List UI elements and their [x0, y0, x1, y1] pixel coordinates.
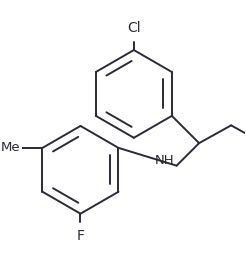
Text: Me: Me — [0, 141, 20, 154]
Text: NH: NH — [155, 154, 174, 167]
Text: Cl: Cl — [127, 21, 141, 35]
Text: F: F — [77, 229, 84, 243]
